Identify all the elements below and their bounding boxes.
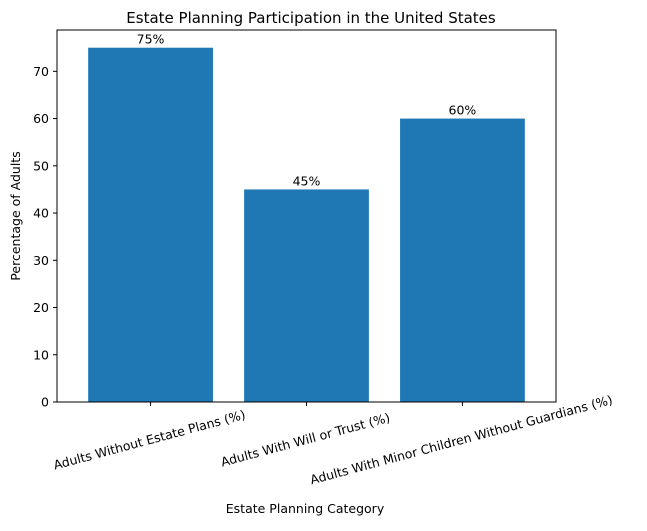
- y-tick-label-30: 30: [33, 253, 49, 268]
- y-tick-label-10: 10: [33, 347, 49, 362]
- y-tick-label-0: 0: [41, 395, 49, 410]
- data-label-1: 75%: [137, 32, 165, 47]
- y-axis: 0 10 20 30 40 50 60 70: [33, 64, 57, 410]
- bar-2: [244, 189, 369, 402]
- chart-title: Estate Planning Participation in the Uni…: [126, 9, 496, 27]
- y-tick-label-50: 50: [33, 158, 49, 173]
- data-label-3: 60%: [449, 103, 477, 118]
- plot-area: 75% 45% 60%: [88, 32, 525, 403]
- y-axis-label: Percentage of Adults: [8, 151, 23, 280]
- y-tick-label-20: 20: [33, 300, 49, 315]
- y-tick-label-70: 70: [33, 64, 49, 79]
- x-axis-label: Estate Planning Category: [226, 501, 385, 516]
- y-tick-label-40: 40: [33, 206, 49, 221]
- bar-1: [88, 47, 213, 403]
- data-label-2: 45%: [293, 173, 321, 188]
- bar-3: [400, 118, 525, 402]
- y-tick-label-60: 60: [33, 111, 49, 126]
